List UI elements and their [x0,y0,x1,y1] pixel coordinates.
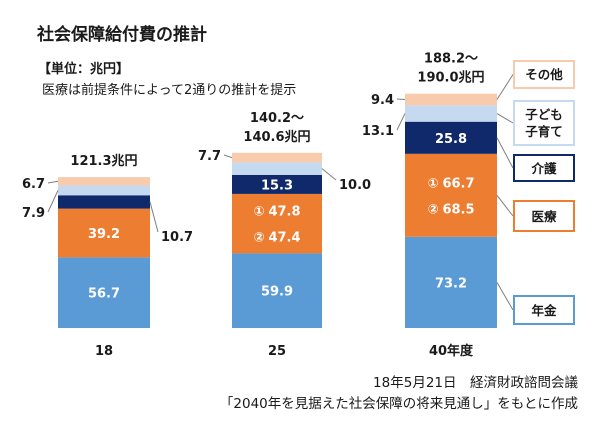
bar-segment [58,177,150,186]
total-value: 140.6 [243,130,284,145]
legend-item: 介護 [513,154,575,182]
legend-label: 医療 [531,208,557,224]
bar-segment [58,195,150,209]
x-tick-label: 18 [95,344,113,359]
bar-segment [58,257,150,328]
bar-segment [405,236,497,328]
total-label: 190.0兆円 [417,70,484,86]
range-mark: ～ [465,52,478,67]
data-label: 59.9 [261,285,293,300]
legend-label: 子ども子育て [525,107,563,139]
estimate-value: 47.8 [268,205,300,220]
data-label: 15.3 [261,178,293,193]
estimate-marker: ② [427,202,438,217]
total-value: 188.2 [424,52,465,67]
source-line-1: 18年5月21日 経済財政諮問会議 [373,375,578,391]
leader-line [223,154,233,159]
total-unit: 兆円 [112,153,138,169]
data-label-estimate-1: ① 47.8 [253,205,300,220]
x-tick-label: 25 [268,344,286,359]
leader-line [396,98,406,101]
bar-segment [232,174,322,194]
x-tick-label: 40年度 [429,343,474,359]
total-value: 190.0 [417,71,458,86]
total-unit: 兆円 [459,70,485,86]
data-label-estimate-1: ① 66.7 [427,176,474,191]
bar-segment [232,253,322,328]
data-label: 56.7 [88,287,120,302]
source-note: 18年5月21日 経済財政諮問会議 「2040年を見据えた社会保障の将来見通し」… [220,373,578,415]
bar-segment [405,153,497,237]
bar-segment [58,208,150,258]
legend-leader-line [496,282,514,311]
total-label: 121.3兆円 [70,153,137,169]
data-label: 10.7 [161,230,193,245]
bar-segment [405,93,497,106]
bar-segment [405,121,497,154]
bar-0: 56.7 39.2 10.7 7.9 6.7 121.3兆円 18 [22,153,193,359]
bar-segment [232,162,322,175]
estimate-value: 47.4 [268,231,300,246]
legend-leader-line [496,195,514,217]
data-label: 7.9 [22,206,45,221]
data-label: 25.8 [435,132,467,147]
total-value: 121.3 [70,154,111,169]
legend-item: 年金 [513,295,575,325]
leader-line [149,201,159,233]
data-label: 73.2 [435,276,467,291]
estimate-value: 66.7 [442,176,474,191]
total-unit: 兆円 [285,129,311,145]
estimate-marker: ① [427,176,438,191]
legend-label: その他 [525,67,563,82]
bar-segment [405,105,497,122]
bar-1: 59.9 ① 47.8 ② 47.4 15.3 10.0 7.7 140.2～ 140.6兆円 25 [198,111,371,359]
bar-2: 73.2 ① 66.7 ② 68.5 25.8 13.1 9.4 188.2～ 190.0兆円 40… [362,52,497,359]
chart-title: 社会保障給付費の推計 [37,25,207,45]
source-line-2: 「2040年を見据えた社会保障の将来見通し」をもとに作成 [219,396,578,412]
estimate-marker: ① [253,205,264,220]
leader-line [47,190,59,213]
bar-segment [232,152,322,163]
legend-label: 年金 [531,302,557,318]
total-label: 140.6兆円 [243,129,310,145]
leader-line [321,168,337,181]
estimate-value: 68.5 [442,202,474,217]
total-label: 188.2～ [424,52,478,67]
bar-segment [58,185,150,196]
estimate-marker: ② [253,231,264,246]
total-value: 140.2 [250,111,291,126]
data-label: 39.2 [88,227,120,242]
legend-leader-line [496,74,514,100]
range-mark: ～ [291,111,304,126]
data-label: 7.7 [198,149,221,164]
leader-line [47,180,59,184]
annotation-note: 医療は前提条件によって2通りの推計を提示 [42,83,297,98]
unit-note: 【単位：兆円】 [38,62,130,77]
data-label: 10.0 [339,178,371,193]
legend-label: 介護 [531,160,557,176]
total-label: 140.2～ [250,111,304,126]
data-label-estimate-2: ② 47.4 [253,231,300,246]
bar-segment [232,193,322,254]
legend-leader-line [496,113,514,124]
data-label: 6.7 [22,177,45,192]
legend-item: 医療 [513,200,575,232]
data-label: 13.1 [362,124,394,139]
legend-item: 子ども子育て [513,100,575,146]
legend-leader-line [496,137,514,169]
data-label: 9.4 [371,93,394,108]
leader-line [396,113,406,131]
data-label-estimate-2: ② 68.5 [427,202,474,217]
legend-item: その他 [513,60,575,89]
